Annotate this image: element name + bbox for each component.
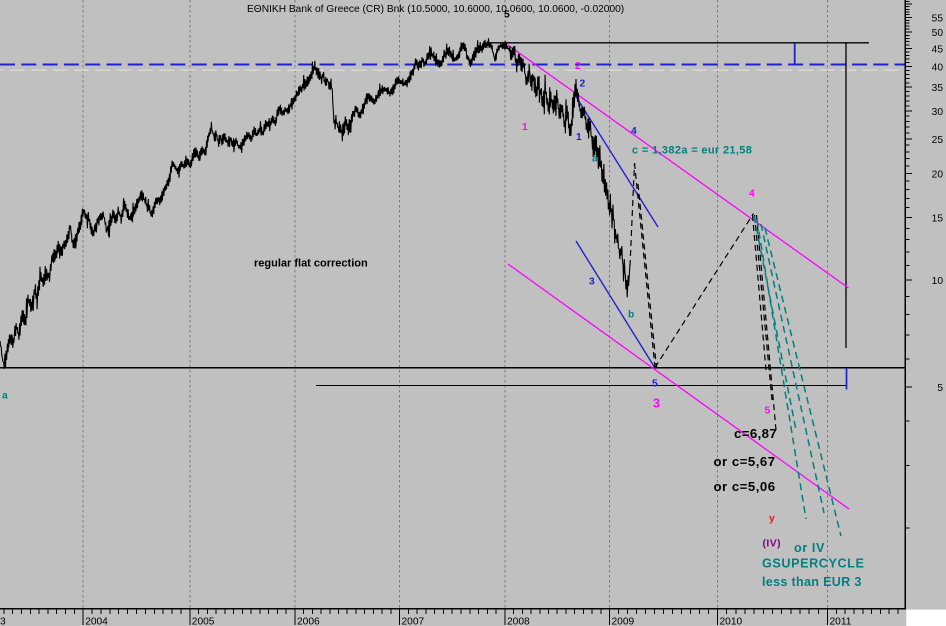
svg-text:1: 1 [576,132,582,143]
svg-text:2011: 2011 [830,617,852,626]
svg-text:2004: 2004 [85,617,108,626]
svg-text:5: 5 [504,10,510,21]
svg-text:4: 4 [631,126,637,137]
svg-text:2: 2 [580,79,586,90]
svg-text:(IV): (IV) [763,539,782,550]
svg-text:25: 25 [932,135,944,146]
svg-text:2008: 2008 [507,617,530,626]
svg-text:45: 45 [932,44,944,55]
svg-text:or c=5,67: or c=5,67 [714,454,776,469]
svg-text:2007: 2007 [402,617,425,626]
svg-text:35: 35 [932,83,944,94]
svg-text:a: a [592,154,598,165]
svg-text:1: 1 [522,122,528,133]
svg-text:15: 15 [932,214,944,225]
svg-text:40: 40 [932,63,944,74]
svg-text:3: 3 [0,617,6,626]
svg-text:2009: 2009 [612,617,635,626]
svg-text:5: 5 [937,383,943,394]
svg-text:c = 1,382a = eur 21,58: c = 1,382a = eur 21,58 [632,145,752,157]
svg-text:b: b [628,310,634,321]
svg-text:2006: 2006 [297,617,320,626]
svg-text:GSUPERCYCLE: GSUPERCYCLE [762,557,864,571]
svg-text:regular flat correction: regular flat correction [254,258,368,270]
svg-text:2005: 2005 [192,617,215,626]
svg-text:4: 4 [749,189,755,200]
svg-text:a: a [2,391,8,402]
svg-text:30: 30 [932,107,944,118]
svg-text:c=6,87: c=6,87 [734,426,777,441]
svg-text:3: 3 [653,397,660,411]
svg-text:EΘNIKH Bank of Greece (CR) Bnk: EΘNIKH Bank of Greece (CR) Bnk (10.5000,… [247,4,624,15]
svg-text:50: 50 [932,28,944,39]
svg-text:less than EUR 3: less than EUR 3 [762,575,862,589]
svg-text:5: 5 [652,379,658,390]
svg-text:or c=5,06: or c=5,06 [714,479,776,494]
svg-text:55: 55 [932,14,944,25]
svg-text:2: 2 [575,61,581,72]
svg-text:10: 10 [932,276,944,287]
svg-text:3: 3 [589,277,595,288]
svg-text:2010: 2010 [720,617,743,626]
svg-text:y: y [769,514,775,525]
svg-text:or IV: or IV [794,541,825,555]
svg-text:20: 20 [932,169,944,180]
svg-text:5: 5 [765,406,771,417]
